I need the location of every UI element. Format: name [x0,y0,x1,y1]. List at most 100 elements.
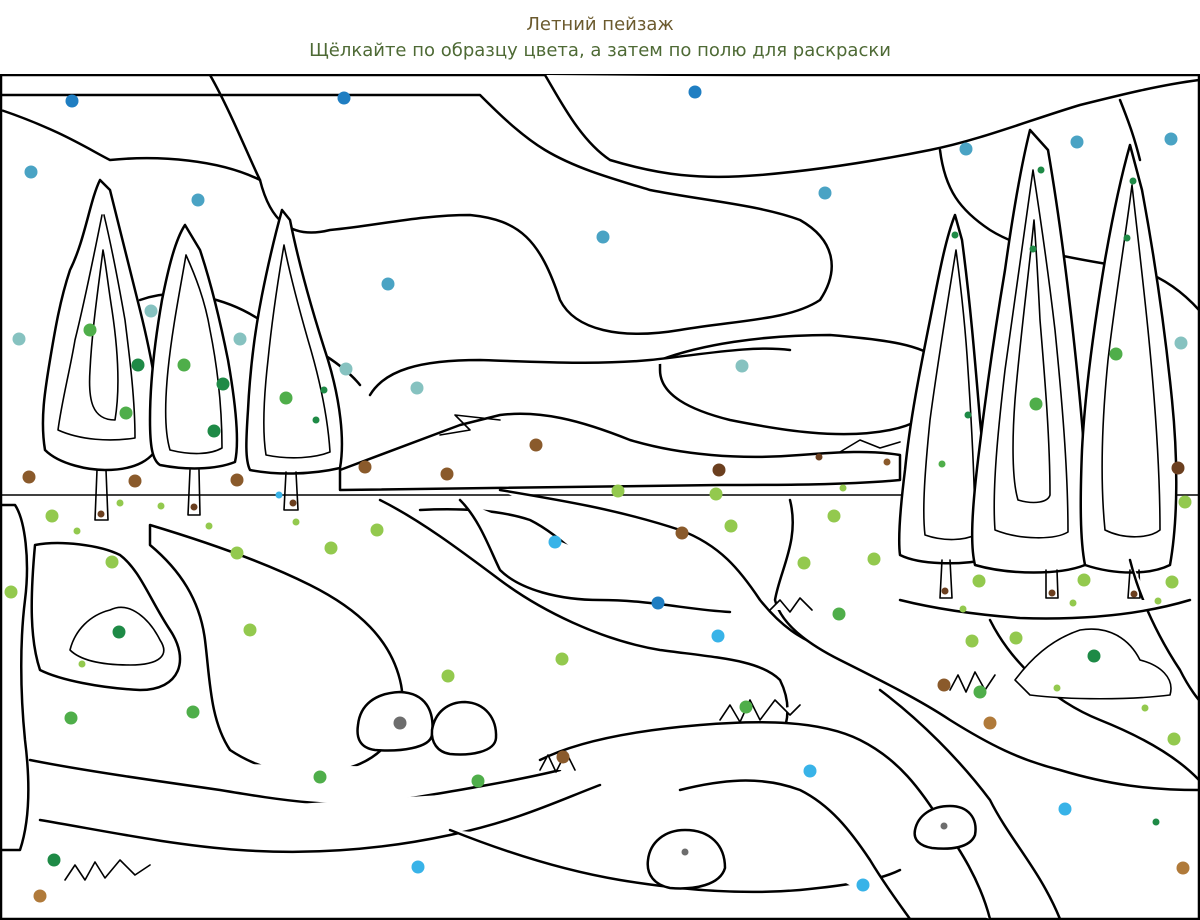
stream-lower[interactable] [678,779,912,920]
color-sample-green[interactable] [938,460,946,468]
tree-right-2[interactable] [970,128,1089,574]
tree-right-3[interactable] [1079,143,1178,574]
color-sample-light-green[interactable] [230,546,244,560]
color-sample-cyan[interactable] [411,860,425,874]
color-sample-dark-green[interactable] [1037,166,1045,174]
river-band-4[interactable] [458,498,732,614]
path-lower-mid[interactable] [38,783,602,854]
color-sample-gray[interactable] [940,822,948,830]
color-sample-dark-green[interactable] [320,386,328,394]
color-sample-brown[interactable] [675,526,689,540]
color-sample-light-green[interactable] [959,605,967,613]
color-sample-light-teal[interactable] [1174,336,1188,350]
color-sample-dark-green[interactable] [112,625,126,639]
color-sample-sky-blue[interactable] [24,165,38,179]
coloring-canvas[interactable] [0,74,1200,920]
color-sample-dark-brown[interactable] [97,510,105,518]
color-sample-green[interactable] [471,774,485,788]
color-sample-brown[interactable] [883,458,891,466]
color-sample-light-green[interactable] [45,509,59,523]
color-sample-brown[interactable] [230,473,244,487]
color-sample-light-green[interactable] [1141,704,1149,712]
tree-left-3[interactable] [245,208,344,475]
color-sample-dark-green[interactable] [207,424,221,438]
color-sample-light-teal[interactable] [144,304,158,318]
bush-right[interactable] [1014,628,1172,700]
color-sample-light-green[interactable] [1178,495,1192,509]
river-band-3[interactable] [498,488,832,652]
color-sample-sky-blue[interactable] [818,186,832,200]
color-sample-light-green[interactable] [1009,631,1023,645]
color-sample-light-green[interactable] [78,660,86,668]
tree-left-2[interactable] [148,223,239,470]
meadow-right-edge[interactable] [1128,558,1200,702]
color-sample-light-teal[interactable] [410,381,424,395]
color-sample-light-green[interactable] [1167,732,1181,746]
color-sample-sky-blue[interactable] [381,277,395,291]
color-sample-brown[interactable] [128,474,142,488]
trees-left[interactable] [41,178,344,521]
color-sample-green[interactable] [832,607,846,621]
path-lower-left[interactable] [28,758,562,806]
ground-regions[interactable] [0,488,1200,920]
color-samples[interactable] [4,85,1192,903]
color-sample-tan[interactable] [1176,861,1190,875]
color-sample-dark-green[interactable] [1087,649,1101,663]
color-sample-light-green[interactable] [292,518,300,526]
color-sample-light-green[interactable] [555,652,569,666]
cloud-top[interactable] [543,74,1200,179]
color-sample-brown[interactable] [556,750,570,764]
color-sample-green[interactable] [186,705,200,719]
color-sample-green[interactable] [313,770,327,784]
color-sample-light-green[interactable] [797,556,811,570]
color-sample-light-green[interactable] [157,502,165,510]
color-sample-light-green[interactable] [324,541,338,555]
color-sample-dark-brown[interactable] [1130,590,1138,598]
color-sample-light-green[interactable] [1053,684,1061,692]
color-sample-light-green[interactable] [205,522,213,530]
meadow-right-lower[interactable] [878,688,1062,920]
color-sample-dark-brown[interactable] [941,587,949,595]
trees-right[interactable] [898,128,1178,599]
color-sample-cyan[interactable] [803,764,817,778]
color-sample-dark-green[interactable] [216,377,230,391]
color-sample-light-teal[interactable] [233,332,247,346]
color-sample-light-green[interactable] [4,585,18,599]
color-sample-dark-brown[interactable] [815,453,823,461]
color-sample-light-green[interactable] [611,484,625,498]
color-sample-sky-blue[interactable] [191,193,205,207]
color-sample-dark-brown[interactable] [289,499,297,507]
color-sample-brown[interactable] [937,678,951,692]
stone-bottom-middle[interactable] [646,828,727,890]
color-sample-green[interactable] [973,685,987,699]
color-sample-cyan[interactable] [856,878,870,892]
color-sample-dark-green[interactable] [47,853,61,867]
color-sample-gray[interactable] [681,848,689,856]
color-sample-sky-blue[interactable] [1070,135,1084,149]
color-sample-dark-brown[interactable] [1048,589,1056,597]
color-sample-cyan[interactable] [711,629,725,643]
color-sample-dark-blue[interactable] [65,94,79,108]
color-sample-dark-green[interactable] [951,231,959,239]
color-sample-light-teal[interactable] [735,359,749,373]
color-sample-dark-green[interactable] [1029,245,1037,253]
color-sample-light-green[interactable] [1165,575,1179,589]
color-sample-light-green[interactable] [1154,597,1162,605]
color-sample-light-green[interactable] [1069,599,1077,607]
color-sample-cyan[interactable] [275,491,283,499]
color-sample-sky-blue[interactable] [596,230,610,244]
color-sample-sky-blue[interactable] [1164,132,1178,146]
color-sample-brown[interactable] [440,467,454,481]
color-sample-light-green[interactable] [370,523,384,537]
color-sample-brown[interactable] [529,438,543,452]
color-sample-light-green[interactable] [116,499,124,507]
color-sample-light-green[interactable] [243,623,257,637]
color-sample-cyan[interactable] [1058,802,1072,816]
color-sample-brown[interactable] [22,470,36,484]
color-sample-tan[interactable] [983,716,997,730]
cloud-left[interactable] [0,93,833,335]
color-sample-green[interactable] [177,358,191,372]
color-sample-tan[interactable] [33,889,47,903]
stone-right[interactable] [430,700,498,756]
color-sample-dark-green[interactable] [964,411,972,419]
